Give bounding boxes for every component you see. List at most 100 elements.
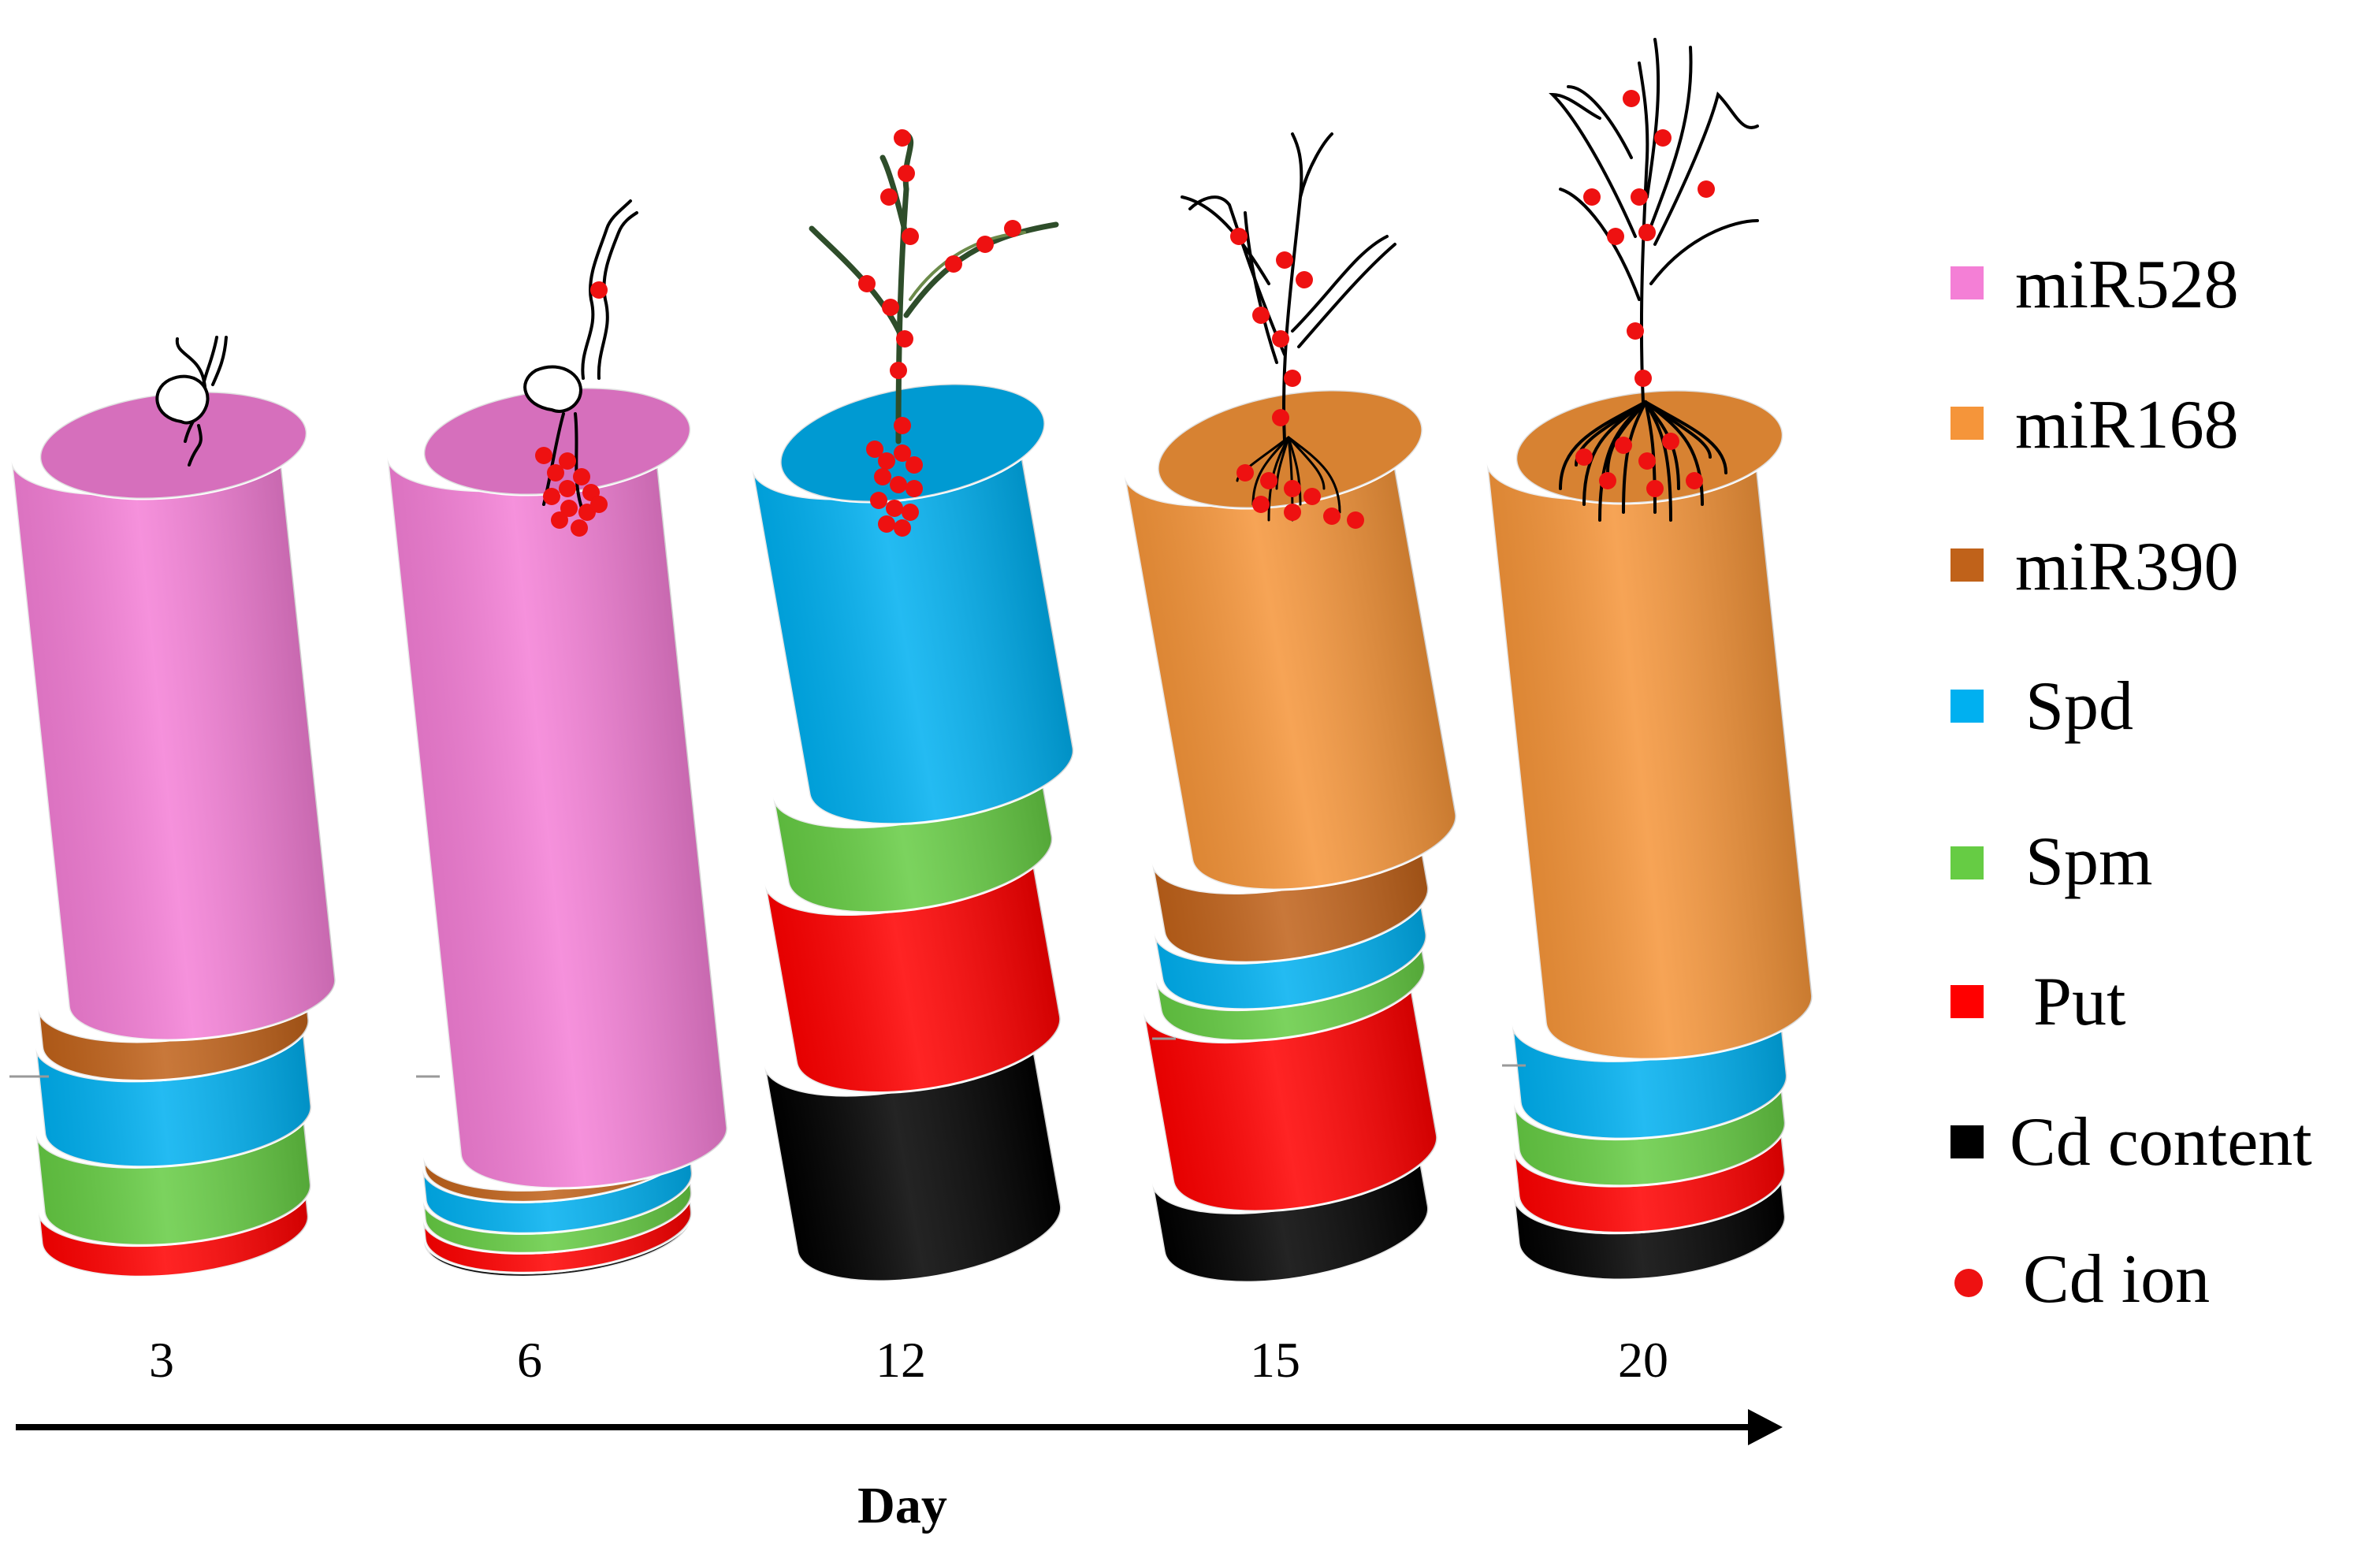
segment-shading: [1512, 996, 1787, 1140]
plant-root: [574, 412, 585, 514]
cd-ion-dot: [945, 255, 962, 273]
cd-ion-dot: [590, 496, 608, 513]
day-label-15: 15: [1250, 1332, 1300, 1388]
segment-shading: [752, 422, 1074, 824]
cd-ion-dot: [1252, 307, 1270, 324]
plant-day-12: [809, 129, 1059, 537]
plant-root: [1236, 436, 1290, 482]
plant-root: [1598, 400, 1647, 522]
cd-ion-dot: [1575, 448, 1593, 466]
cylinder-day-15: [1123, 389, 1458, 1284]
cd-ion-dot: [898, 165, 915, 182]
cd-ion-dot: [1698, 180, 1715, 198]
cd-ion-dot: [1627, 322, 1644, 340]
segment-shading: [1513, 1121, 1786, 1233]
cd-ion-dot: [1272, 409, 1289, 426]
cd-ion-dot: [976, 236, 994, 253]
shoot: [202, 336, 218, 386]
cd-ion-dot: [1623, 90, 1640, 107]
segment-shading: [38, 1184, 309, 1277]
cd-ion-dot: [880, 188, 898, 206]
cd-ion-dot: [1583, 188, 1601, 206]
segment-shading: [773, 750, 1053, 913]
stacked-cylinders: [9, 382, 1814, 1284]
cd-ion-dot: [1296, 271, 1313, 288]
day-labels: 3 6 12 15 20: [149, 1332, 1668, 1388]
cd-ion-dot: [886, 500, 903, 517]
segment-shading: [1486, 434, 1813, 1060]
plant-day-15: [1181, 132, 1396, 529]
cd-ion-dot: [590, 281, 608, 299]
plant-root: [1251, 436, 1290, 506]
segment-shading: [1124, 429, 1456, 891]
cd-ion-dot: [866, 441, 883, 458]
segment-shading: [35, 1019, 311, 1167]
leaf: [1549, 92, 1637, 238]
plant-illustrations: [155, 38, 1759, 537]
day-label-20: 20: [1618, 1332, 1668, 1388]
legend-swatch-Spd: [1950, 690, 1984, 723]
time-axis-arrow: [16, 1409, 1783, 1445]
plant-root: [188, 424, 203, 467]
segment-shading: [387, 429, 727, 1188]
leaf: [1244, 211, 1278, 364]
cd-ion-dot: [894, 129, 911, 147]
plant-day-20: [1549, 38, 1759, 522]
legend-label-Cd-ion: Cd ion: [2023, 1241, 2210, 1318]
leaf: [1646, 38, 1660, 199]
leaf: [1299, 132, 1333, 199]
day-label-3: 3: [149, 1332, 174, 1388]
cd-ion-dot: [543, 488, 560, 505]
cylinder-day-6: [385, 386, 729, 1278]
cd-ion-dot: [906, 456, 923, 474]
cd-ion-dot: [559, 452, 576, 470]
cd-ion-dot: [1599, 472, 1616, 489]
cd-ion-dot: [896, 330, 913, 348]
segment-shading: [1143, 965, 1437, 1212]
segment-shading: [1154, 887, 1426, 1010]
seed-shape: [523, 365, 582, 413]
cylinder-top-shade: [39, 391, 307, 500]
plant-root: [1622, 400, 1647, 514]
segment-shading: [764, 838, 1061, 1093]
cylinder-day-20: [1486, 389, 1814, 1281]
cd-ion-dot: [858, 275, 876, 292]
cd-ion-dot: [1230, 228, 1248, 245]
leaf: [1559, 188, 1641, 301]
plant-day-6: [523, 199, 638, 537]
day-label-12: 12: [876, 1332, 926, 1388]
plant-root: [1644, 400, 1712, 459]
legend-label-miR390: miR390: [2015, 529, 2239, 605]
leaf: [1646, 46, 1693, 238]
segment-shading: [35, 1106, 311, 1246]
cd-ion-dot: [560, 500, 578, 517]
cd-ion-dot: [1634, 370, 1652, 387]
cd-ion-dot: [1276, 251, 1293, 269]
axis-title: Day: [857, 1477, 947, 1534]
legend: miR528 miR168 miR390 Spd Spm Put Cd cont…: [1950, 247, 2312, 1318]
cd-ion-dot: [571, 519, 588, 537]
cd-ion-dot: [882, 299, 899, 316]
leaf: [1188, 195, 1286, 356]
cd-ion-dot: [894, 519, 911, 537]
cd-ion-dot: [878, 452, 895, 470]
leaf: [1649, 219, 1759, 285]
cd-ion-dot: [1004, 220, 1021, 237]
cd-ion-dot: [1260, 472, 1277, 489]
cd-ion-dot: [1323, 508, 1341, 525]
legend-swatch-miR168: [1950, 407, 1984, 440]
cd-ion-dot: [874, 468, 891, 485]
cd-ion-dot: [902, 504, 919, 521]
cd-ion-dot: [1284, 504, 1301, 521]
cd-ion-dot: [894, 444, 911, 462]
segment-shading: [38, 980, 309, 1081]
cylinder-day-3: [10, 390, 337, 1278]
legend-swatch-Spm: [1950, 846, 1984, 879]
leaf: [1297, 243, 1396, 348]
legend-swatch-Put: [1950, 985, 1984, 1018]
cd-ion-dot: [1236, 464, 1254, 482]
cd-ion-dot: [1638, 452, 1656, 470]
shoot: [211, 336, 228, 386]
cylinder-top-shade: [1515, 390, 1783, 504]
